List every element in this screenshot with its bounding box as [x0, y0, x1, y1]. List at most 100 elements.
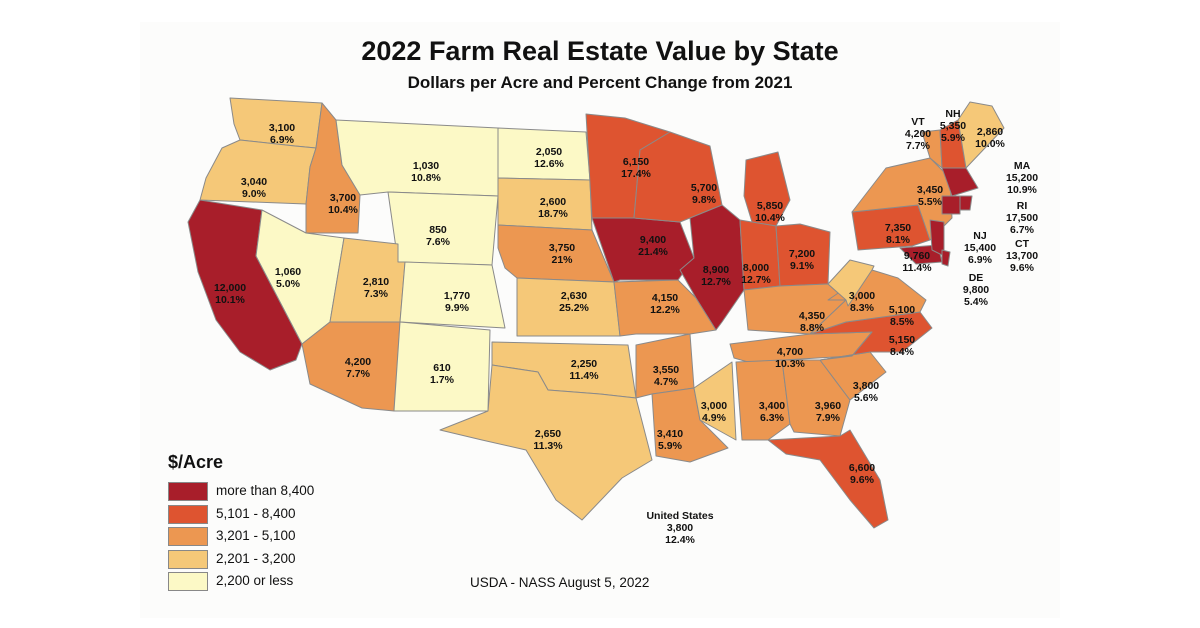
legend-swatch	[168, 549, 208, 569]
state-value: 3,000	[700, 400, 728, 412]
state-value: 17,500	[1005, 212, 1039, 224]
state-value: 7,350	[884, 222, 912, 234]
state-value: 5,350	[939, 120, 967, 132]
state-label-il: 8,900 12.7%	[701, 264, 731, 288]
state-change: 7.3%	[364, 288, 388, 300]
state-value: 2,600	[539, 196, 567, 208]
state-label-co: 1,770 9.9%	[444, 290, 470, 314]
state-label-nm: 610 1.7%	[430, 362, 454, 386]
us-total-change: 12.4%	[665, 534, 695, 546]
state-label-wa: 3,100 6.9%	[269, 122, 295, 146]
state-va	[809, 269, 927, 335]
state-value: 3,100	[268, 122, 296, 134]
state-change: 10.8%	[411, 172, 441, 184]
state-label-wy: 850 7.6%	[426, 224, 450, 248]
state-change: 8.8%	[800, 322, 824, 334]
state-label-nh: NH 5,350 5.9%	[940, 108, 966, 144]
state-label-md: 9,760 11.4%	[902, 250, 931, 274]
state-value: 4,200	[344, 356, 372, 368]
state-code: MA	[1013, 160, 1031, 172]
state-label-al: 3,400 6.3%	[759, 400, 785, 424]
state-value: 3,960	[814, 400, 842, 412]
legend-swatch	[168, 482, 208, 501]
state-value: 1,770	[443, 290, 471, 302]
state-code: NJ	[973, 230, 987, 242]
state-label-la: 3,410 5.9%	[657, 428, 683, 452]
state-label-wv: 3,000 8.3%	[849, 290, 875, 314]
state-change: 7.6%	[426, 236, 450, 248]
state-value: 3,750	[548, 242, 576, 254]
state-label-sd: 2,600 18.7%	[538, 196, 568, 220]
state-change: 10.1%	[215, 294, 245, 306]
state-change: 10.3%	[775, 358, 805, 370]
state-me	[957, 101, 1005, 169]
state-label-tn: 4,700 10.3%	[775, 346, 805, 370]
state-value: 3,800	[852, 380, 880, 392]
state-value: 3,410	[656, 428, 684, 440]
state-change: 8.5%	[890, 316, 914, 328]
state-change: 18.7%	[538, 208, 568, 220]
state-label-ky: 4,350 8.8%	[799, 310, 825, 334]
state-change: 6.3%	[760, 412, 784, 424]
state-change: 10.4%	[755, 212, 785, 224]
state-mo	[613, 279, 717, 337]
state-value: 2,630	[560, 290, 588, 302]
state-label-oh: 7,200 9.1%	[789, 248, 815, 272]
legend-swatch	[168, 572, 208, 591]
state-ct	[941, 195, 961, 215]
state-change: 8.3%	[850, 302, 874, 314]
state-change: 6.9%	[270, 134, 294, 146]
state-label-fl: 6,600 9.6%	[849, 462, 875, 486]
state-change: 21%	[551, 254, 573, 266]
state-value: 8,900	[702, 264, 730, 276]
state-value: 850	[429, 224, 447, 236]
state-value: 1,030	[412, 160, 440, 172]
state-change: 5.4%	[964, 296, 988, 308]
state-change: 9.9%	[445, 302, 469, 314]
state-change: 8.1%	[886, 234, 910, 246]
state-change: 7.7%	[346, 368, 370, 380]
state-value: 5,100	[888, 304, 916, 316]
state-label-ga: 3,960 7.9%	[815, 400, 841, 424]
state-code: CT	[1015, 238, 1029, 250]
state-label-mi: 5,850 10.4%	[755, 200, 785, 224]
state-value: 610	[433, 362, 451, 374]
state-label-az: 4,200 7.7%	[345, 356, 371, 380]
state-value: 3,000	[848, 290, 876, 302]
state-change: 12.6%	[534, 158, 564, 170]
state-change: 1.7%	[430, 374, 454, 386]
state-change: 10.0%	[975, 138, 1005, 150]
state-value: 13,700	[1005, 250, 1039, 262]
state-value: 3,400	[758, 400, 786, 412]
legend-title: $/Acre	[168, 452, 224, 472]
state-ri	[959, 195, 973, 211]
state-change: 6.9%	[968, 254, 992, 266]
state-change: 12.7%	[701, 276, 731, 288]
state-value: 9,800	[962, 284, 990, 296]
state-label-ny: 3,450 5.5%	[917, 184, 943, 208]
state-label-nd: 2,050 12.6%	[534, 146, 564, 170]
us-total-label: United States	[646, 510, 714, 522]
state-label-ct: CT 13,700 9.6%	[1006, 238, 1038, 274]
state-label-in: 8,000 12.7%	[741, 262, 771, 286]
state-label-nv: 1,060 5.0%	[275, 266, 301, 290]
state-label-mn: 6,150 17.4%	[621, 156, 651, 180]
state-label-ia: 9,400 21.4%	[638, 234, 668, 258]
state-change: 17.4%	[621, 168, 651, 180]
state-value: 2,250	[570, 358, 598, 370]
state-value: 12,000	[213, 282, 247, 294]
state-change: 4.9%	[702, 412, 726, 424]
map-title: 2022 Farm Real Estate Value by State	[361, 36, 839, 66]
state-change: 11.3%	[533, 440, 563, 452]
state-change: 9.0%	[242, 188, 266, 200]
legend-swatch	[168, 504, 208, 524]
state-label-vt: VT 4,200 7.7%	[905, 116, 931, 152]
state-value: 7,200	[788, 248, 816, 260]
state-value: 2,810	[362, 276, 390, 288]
state-label-ri: RI 17,500 6.7%	[1006, 200, 1038, 236]
legend-label: more than 8,400	[216, 483, 315, 498]
state-label-tx: 2,650 11.3%	[533, 428, 562, 452]
state-label-wi: 5,700 9.8%	[691, 182, 717, 206]
state-value: 15,200	[1005, 172, 1039, 184]
state-value: 5,850	[756, 200, 784, 212]
